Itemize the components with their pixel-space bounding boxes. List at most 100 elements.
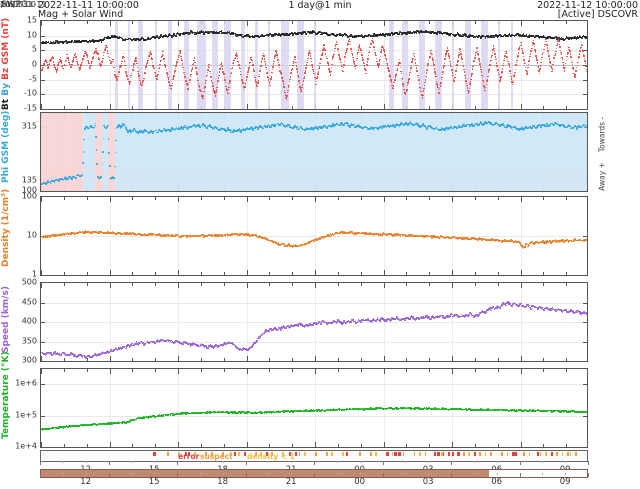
x-tick: [521, 270, 522, 275]
away-stripe: [241, 113, 244, 191]
away-stripe: [318, 113, 321, 191]
x-tick: [384, 197, 385, 202]
x-tick: [315, 283, 316, 288]
x-tick: [269, 444, 270, 447]
x-tick: [64, 369, 65, 372]
away-stripe: [390, 113, 394, 191]
away-stripe: [219, 113, 223, 191]
x-tick: [41, 442, 42, 447]
x-tick: [269, 283, 270, 286]
away-stripe: [330, 113, 334, 191]
x-tick: [521, 369, 522, 374]
away-stripe: [363, 113, 366, 191]
x-tick: [41, 283, 42, 288]
panel-phi-gsm[interactable]: [40, 112, 588, 192]
away-stripe: [350, 113, 353, 191]
towards-stripe: [63, 113, 66, 191]
panel-speed[interactable]: [40, 282, 588, 362]
away-stripe: [557, 113, 561, 191]
southward-bz-band: [391, 21, 394, 109]
x-tick: [498, 283, 499, 286]
x-tick: [475, 283, 476, 286]
vertical-gridline: [247, 283, 248, 361]
away-stripe: [559, 113, 563, 191]
time-axis-label: 03: [422, 477, 434, 487]
quality-flag-mark: [457, 452, 460, 456]
panel-temperature[interactable]: [40, 368, 588, 448]
x-tick: [338, 197, 339, 200]
x-tick: [224, 272, 225, 275]
x-tick: [64, 272, 65, 275]
x-tick: [521, 104, 522, 109]
towards-stripe: [65, 113, 69, 191]
southward-bz-band: [314, 21, 317, 109]
time-axis-lower: 12 15 18 21 00 03 06 09: [40, 473, 589, 489]
southward-bz-band: [138, 21, 141, 109]
vertical-gridline: [110, 197, 111, 275]
y-tick: [41, 80, 45, 81]
x-tick: [224, 358, 225, 361]
vertical-gridline: [521, 197, 522, 275]
x-tick: [406, 197, 407, 200]
away-stripe: [485, 113, 488, 191]
y-tick: [41, 94, 45, 95]
away-stripe: [395, 113, 398, 191]
southward-bz-band: [435, 21, 438, 109]
away-stripe: [348, 113, 351, 191]
time-tick: [405, 473, 406, 475]
away-stripe: [138, 113, 141, 191]
time-tick: [109, 473, 110, 477]
time-axis-label: 12: [80, 477, 92, 487]
time-tick: [451, 473, 452, 477]
away-stripe: [504, 113, 507, 191]
towards-stripe: [80, 113, 84, 191]
away-stripe: [375, 113, 379, 191]
time-tick: [200, 461, 201, 463]
southward-bz-band: [468, 21, 472, 109]
away-stripe: [322, 113, 325, 191]
away-stripe: [198, 113, 201, 191]
away-stripe: [253, 113, 257, 191]
southward-bz-band: [240, 21, 244, 109]
quality-flag-mark: [398, 452, 401, 456]
quality-flag-mark: [254, 452, 257, 456]
away-stripe: [183, 113, 186, 191]
panel-density[interactable]: [40, 196, 588, 276]
x-tick: [41, 369, 42, 374]
away-stripe: [131, 113, 135, 191]
quality-flag-mark: [315, 452, 317, 456]
away-stripe: [288, 113, 291, 191]
away-stripe: [448, 113, 452, 191]
away-stripe: [378, 113, 381, 191]
away-stripe: [478, 113, 482, 191]
away-stripe: [536, 113, 540, 191]
y-tick-label: 350: [21, 336, 37, 345]
away-stripe: [446, 113, 450, 191]
x-tick: [498, 197, 499, 200]
southward-bz-band: [297, 21, 300, 109]
time-tick: [337, 473, 338, 475]
time-coverage-fill: [41, 470, 489, 477]
away-stripe: [345, 113, 349, 191]
away-stripe: [256, 113, 259, 191]
southward-bz-band: [452, 21, 455, 109]
series-density: [41, 197, 587, 275]
x-tick: [132, 197, 133, 200]
time-tick: [177, 473, 178, 477]
y-tick-label: 15: [26, 15, 37, 25]
southward-bz-band: [186, 21, 189, 109]
away-stripe: [292, 113, 295, 191]
away-stripe: [168, 113, 171, 191]
away-stripe: [491, 113, 495, 191]
away-stripe: [476, 113, 480, 191]
southward-bz-band: [242, 21, 246, 109]
time-tick: [474, 473, 475, 475]
southward-bz-band: [280, 21, 283, 109]
quality-flag-mark: [221, 452, 224, 456]
panel-magnetic-field[interactable]: [40, 20, 588, 110]
southward-bz-band: [418, 21, 421, 109]
quality-flag-mark: [304, 452, 306, 456]
x-tick: [178, 270, 179, 275]
x-tick: [566, 369, 567, 372]
away-stripe: [373, 113, 377, 191]
